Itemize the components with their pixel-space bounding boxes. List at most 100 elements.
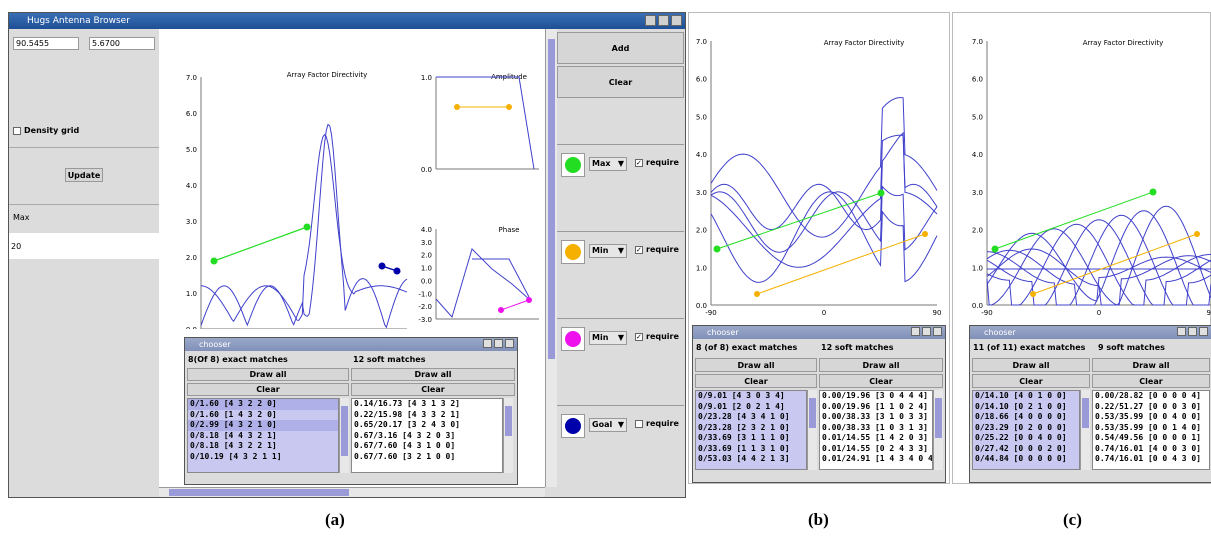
chooser-titlebar-b[interactable]: chooser xyxy=(693,326,945,339)
constraint-point[interactable] xyxy=(454,104,460,110)
draw-all-exact-button-c[interactable]: Draw all xyxy=(972,358,1090,372)
list-item[interactable]: 0.01/14.55 [1 4 2 0 3] xyxy=(822,433,928,442)
constraint-mode-select[interactable]: Goal ▼ xyxy=(589,418,627,432)
draw-all-exact-button[interactable]: Draw all xyxy=(187,368,349,381)
list-item[interactable]: 0/8.18 [4 3 2 2 1] xyxy=(190,441,277,450)
list-item[interactable]: 0/9.01 [2 0 2 1 4] xyxy=(698,401,785,411)
list-item[interactable]: 0.67/3.16 [4 3 2 0 3] xyxy=(354,430,456,440)
list-item[interactable]: 0.67/7.60 [4 3 1 0 0] xyxy=(354,441,456,450)
list-item[interactable]: 0/44.84 [0 0 0 0 0] xyxy=(975,454,1067,463)
list-item[interactable]: 0/14.10 [0 2 1 0 0] xyxy=(975,401,1067,411)
exact-scrollbar-c[interactable] xyxy=(1080,390,1090,470)
require-checkbox[interactable]: ✓ xyxy=(635,333,643,341)
exact-scrollbar-b[interactable] xyxy=(807,390,817,470)
soft-matches-list-c[interactable]: 0.00/28.82 [0 0 0 0 4] 0.22/51.27 [0 0 0 … xyxy=(1092,390,1210,470)
constraint-point[interactable] xyxy=(506,104,512,110)
draw-all-soft-button-c[interactable]: Draw all xyxy=(1092,358,1210,372)
maximize-icon[interactable] xyxy=(1188,327,1197,336)
list-item[interactable]: 0.54/49.56 [0 0 0 0 1] xyxy=(1095,433,1201,442)
constraint-color-swatch[interactable] xyxy=(561,153,585,177)
list-item[interactable]: 0.01/14.55 [0 2 4 3 3] xyxy=(822,443,928,453)
maximize-icon[interactable] xyxy=(922,327,931,336)
horizontal-scrollbar[interactable] xyxy=(159,487,545,497)
constraint-point[interactable] xyxy=(1030,291,1036,297)
draw-all-exact-button-b[interactable]: Draw all xyxy=(695,358,817,372)
list-item[interactable]: 0.00/28.82 [0 0 0 0 4] xyxy=(1095,391,1201,400)
list-item[interactable]: 0/1.60 [1 4 3 2 0] xyxy=(190,409,277,419)
list-item[interactable]: 0/25.22 [0 0 4 0 0] xyxy=(975,433,1067,442)
constraint-point[interactable] xyxy=(303,223,311,231)
list-item[interactable]: 0.01/24.91 [1 4 3 4 0 4] xyxy=(822,454,933,463)
exact-matches-list-b[interactable]: 0/9.01 [4 3 0 3 4] 0/9.01 [2 0 2 1 4] 0/23… xyxy=(695,390,807,470)
close-icon[interactable] xyxy=(933,327,942,336)
list-item[interactable]: 0/9.01 [4 3 0 3 4] xyxy=(698,391,785,400)
update-button[interactable]: Update xyxy=(65,168,103,182)
list-item[interactable]: 0.00/38.33 [3 1 0 3 3] xyxy=(822,412,928,421)
list-item[interactable]: 0.74/16.01 [4 0 0 3 0] xyxy=(1095,443,1201,453)
constraint-point[interactable] xyxy=(713,245,721,253)
require-checkbox[interactable]: ✓ xyxy=(635,159,643,167)
require-checkbox[interactable] xyxy=(635,420,643,428)
constraint-point[interactable] xyxy=(1194,231,1200,237)
list-item[interactable]: 0/53.03 [4 4 2 1 3] xyxy=(698,454,790,463)
clear-button[interactable]: Clear xyxy=(557,66,684,98)
list-item[interactable]: 0/23.28 [4 3 4 1 0] xyxy=(698,412,790,421)
main-window-titlebar[interactable]: Hugs Antenna Browser xyxy=(9,13,685,29)
draw-all-soft-button[interactable]: Draw all xyxy=(351,368,515,381)
chooser-titlebar-c[interactable]: chooser xyxy=(970,326,1211,339)
soft-scrollbar-b[interactable] xyxy=(933,390,943,470)
list-item[interactable]: 0.53/35.99 [0 0 1 4 0] xyxy=(1095,422,1201,432)
constraint-color-swatch[interactable] xyxy=(561,414,585,438)
minimize-icon[interactable] xyxy=(911,327,920,336)
close-icon[interactable] xyxy=(671,15,682,26)
list-item[interactable]: 0/33.69 [3 1 1 1 0] xyxy=(698,433,790,442)
draw-all-soft-button-b[interactable]: Draw all xyxy=(819,358,943,372)
constraint-point[interactable] xyxy=(498,307,504,313)
constraint-point[interactable] xyxy=(877,189,885,197)
clear-exact-button[interactable]: Clear xyxy=(187,383,349,396)
maximize-icon[interactable] xyxy=(494,339,503,348)
list-item[interactable]: 0.00/19.96 [3 0 4 4 4] xyxy=(822,391,928,400)
require-checkbox[interactable]: ✓ xyxy=(635,246,643,254)
goal-point[interactable] xyxy=(378,262,386,270)
exact-matches-list-c[interactable]: 0/14.10 [4 0 1 0 0] 0/14.10 [0 2 1 0 0] 0/… xyxy=(972,390,1080,470)
list-item[interactable]: 0.74/16.01 [0 0 4 3 0] xyxy=(1095,454,1201,463)
clear-exact-button-c[interactable]: Clear xyxy=(972,374,1090,388)
width-field[interactable] xyxy=(89,37,155,50)
list-item[interactable]: 0.22/15.98 [4 3 3 2 1] xyxy=(354,409,460,419)
list-item[interactable]: 0/23.28 [2 3 2 1 0] xyxy=(698,422,790,432)
exact-scrollbar[interactable] xyxy=(339,398,349,473)
list-item[interactable]: 0/10.19 [4 3 2 1 1] xyxy=(190,451,282,461)
list-item[interactable]: 0.00/19.96 [1 1 0 2 4] xyxy=(822,401,928,411)
max-field[interactable] xyxy=(9,233,159,259)
constraint-point[interactable] xyxy=(754,291,760,297)
constraint-color-swatch[interactable] xyxy=(561,327,585,351)
list-item[interactable]: 0/14.10 [4 0 1 0 0] xyxy=(975,391,1067,400)
list-item[interactable]: 0.00/38.33 [1 0 3 1 3] xyxy=(822,422,928,432)
minimize-icon[interactable] xyxy=(1177,327,1186,336)
list-item[interactable]: 0/27.42 [0 0 0 2 0] xyxy=(975,443,1067,453)
constraint-mode-select[interactable]: Min ▼ xyxy=(589,331,627,345)
soft-scrollbar[interactable] xyxy=(503,398,513,473)
close-icon[interactable] xyxy=(505,339,514,348)
constraint-point[interactable] xyxy=(922,231,928,237)
exact-matches-list[interactable]: 0/1.60 [4 3 2 2 0] 0/1.60 [1 4 3 2 0] 0/2.… xyxy=(187,398,339,473)
list-item[interactable]: 0.67/7.60 [3 2 1 0 0] xyxy=(354,451,456,461)
density-checkbox[interactable] xyxy=(13,126,21,135)
maximize-icon[interactable] xyxy=(658,15,669,26)
constraint-point[interactable] xyxy=(210,257,218,265)
clear-soft-button-b[interactable]: Clear xyxy=(819,374,943,388)
minimize-icon[interactable] xyxy=(483,339,492,348)
list-item[interactable]: 0/1.60 [4 3 2 2 0] xyxy=(188,399,338,410)
goal-point[interactable] xyxy=(393,267,401,275)
angle-field[interactable] xyxy=(13,37,79,50)
soft-matches-list-b[interactable]: 0.00/19.96 [3 0 4 4 4] 0.00/19.96 [1 1 0 … xyxy=(819,390,933,470)
clear-soft-button-c[interactable]: Clear xyxy=(1092,374,1210,388)
add-button[interactable]: Add xyxy=(557,32,684,64)
list-item[interactable]: 0.65/20.17 [3 2 4 3 0] xyxy=(354,420,460,429)
list-item[interactable]: 0.22/51.27 [0 0 0 3 0] xyxy=(1095,401,1201,411)
list-item[interactable]: 0/33.69 [1 1 3 1 0] xyxy=(698,443,790,453)
constraint-mode-select[interactable]: Max ▼ xyxy=(589,157,627,171)
constraint-point[interactable] xyxy=(1149,188,1157,196)
constraint-mode-select[interactable]: Min ▼ xyxy=(589,244,627,258)
